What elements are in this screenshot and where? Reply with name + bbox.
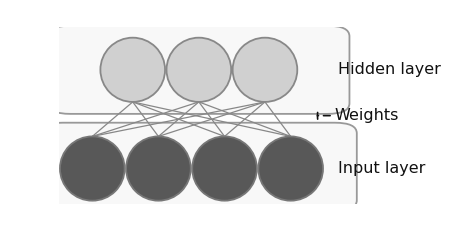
Text: Hidden layer: Hidden layer xyxy=(338,62,441,77)
Ellipse shape xyxy=(100,38,165,102)
Ellipse shape xyxy=(233,38,297,102)
Text: Weights: Weights xyxy=(335,108,399,123)
FancyBboxPatch shape xyxy=(48,26,349,114)
Ellipse shape xyxy=(60,136,125,201)
Text: Input layer: Input layer xyxy=(338,161,426,176)
FancyBboxPatch shape xyxy=(41,123,357,211)
Ellipse shape xyxy=(166,38,231,102)
Ellipse shape xyxy=(258,136,323,201)
Ellipse shape xyxy=(126,136,191,201)
Ellipse shape xyxy=(192,136,257,201)
